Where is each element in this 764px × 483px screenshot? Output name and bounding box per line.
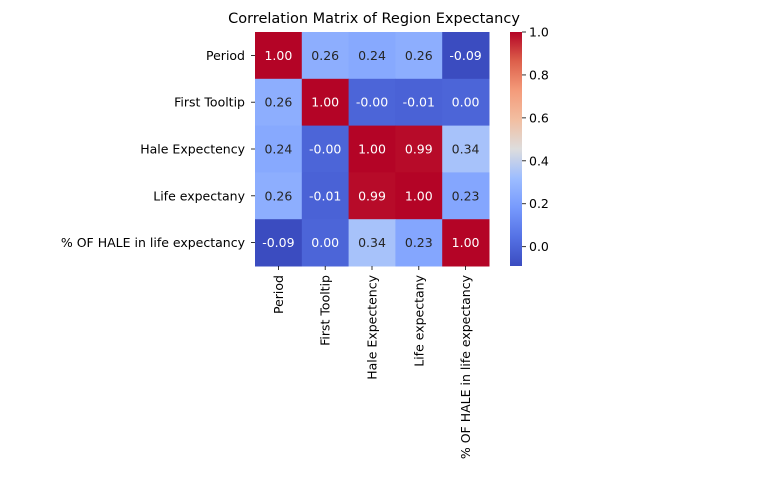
column-label: Period <box>271 275 286 314</box>
heatmap-cell <box>442 172 490 220</box>
colorbar-ticks: 0.0 0.2 0.4 0.6 0.8 1.0 <box>522 25 549 254</box>
heatmap-cell <box>255 78 303 127</box>
row-label: First Tooltip <box>174 95 245 110</box>
cell-value-label: 1.00 <box>311 95 339 110</box>
cell-value-label: 0.99 <box>405 142 433 157</box>
row-labels: Period First Tooltip Hale Expectency Life e… <box>61 48 255 250</box>
heatmap-cell <box>255 172 303 220</box>
heatmap-cell <box>348 32 396 80</box>
colorbar-tick-label: 0.0 <box>529 239 549 254</box>
heatmap-cell <box>301 125 350 173</box>
heatmap-cell <box>348 125 396 173</box>
column-labels: Period First Tooltip Hale Expectency Life e… <box>271 266 473 459</box>
heatmap-cell <box>255 219 303 267</box>
cell-value-label: -0.01 <box>309 188 341 203</box>
colorbar-tick-label: 0.6 <box>529 110 549 125</box>
cell-value-label: 0.26 <box>311 48 339 63</box>
cell-value-label: 0.23 <box>452 188 480 203</box>
column-label: Hale Expectency <box>365 274 380 379</box>
cell-value-label: -0.00 <box>309 142 341 157</box>
cell-value-label: 1.00 <box>264 48 292 63</box>
cell-value-label: -0.09 <box>262 235 294 250</box>
heatmap-cell <box>348 78 396 127</box>
heatmap-cell <box>395 125 443 173</box>
cell-value-label: -0.09 <box>449 48 481 63</box>
cell-value-label: 0.34 <box>358 235 386 250</box>
cell-value-label: -0.01 <box>403 95 435 110</box>
column-label: First Tooltip <box>318 275 333 346</box>
heatmap-cell <box>395 219 443 267</box>
row-label: Life expectany <box>153 188 245 203</box>
cell-value-label: 0.99 <box>358 188 386 203</box>
row-label: % OF HALE in life expectancy <box>61 235 246 250</box>
colorbar-tick-label: 1.0 <box>529 25 549 40</box>
column-label: Life expectany <box>411 274 426 366</box>
cell-value-label: 0.24 <box>358 48 386 63</box>
cell-value-label: 1.00 <box>405 188 433 203</box>
heatmap-cell <box>395 32 443 80</box>
cell-value-label: 1.00 <box>452 235 480 250</box>
colorbar-tick-label: 0.4 <box>529 153 549 168</box>
row-label: Period <box>206 48 245 63</box>
heatmap-cell <box>255 125 303 173</box>
cell-value-label: -0.00 <box>356 95 388 110</box>
cell-value-label: 0.34 <box>452 142 480 157</box>
cell-value-label: 0.23 <box>405 235 433 250</box>
colorbar-tick-label: 0.8 <box>529 67 549 82</box>
heatmap-cell <box>301 219 350 267</box>
cell-value-label: 0.24 <box>264 142 292 157</box>
cell-value-label: 0.00 <box>311 235 339 250</box>
row-label: Hale Expectency <box>140 142 245 157</box>
column-label: % OF HALE in life expectancy <box>458 274 473 459</box>
heatmap-cell <box>301 32 350 80</box>
heatmap-cell <box>442 219 490 267</box>
cell-value-label: 0.26 <box>264 188 292 203</box>
heatmap-cell <box>301 172 350 220</box>
heatmap-cell <box>301 78 350 127</box>
heatmap-cell <box>395 78 443 127</box>
heatmap-cell <box>348 172 396 220</box>
cell-value-label: 1.00 <box>358 142 386 157</box>
heatmap-cell <box>442 32 490 80</box>
heatmap-cell <box>255 32 303 80</box>
cell-value-label: 0.00 <box>452 95 480 110</box>
heatmap-cells: 1.00 0.26 0.24 0.26 -0.09 0.26 1.00 -0.00 -0.01 0… <box>255 32 490 267</box>
heatmap-cell <box>442 125 490 173</box>
cell-value-label: 0.26 <box>405 48 433 63</box>
cell-value-label: 0.26 <box>264 95 292 110</box>
colorbar <box>510 32 522 266</box>
colorbar-tick-label: 0.2 <box>529 196 549 211</box>
heatmap-cell <box>395 172 443 220</box>
heatmap-cell <box>442 78 490 127</box>
chart-title: Correlation Matrix of Region Expectancy <box>228 11 520 27</box>
heatmap-cell <box>348 219 396 267</box>
